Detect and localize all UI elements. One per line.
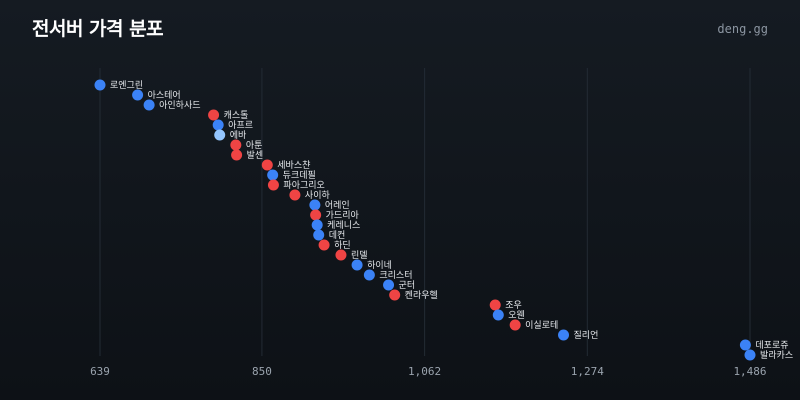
point-marker[interactable] (132, 89, 144, 101)
point-label: 케레니스 (327, 220, 360, 231)
point-marker[interactable] (363, 269, 375, 281)
point-marker[interactable] (383, 279, 395, 291)
point-label: 듀크데필 (283, 169, 316, 181)
point-label: 사이하 (305, 190, 331, 201)
data-point[interactable]: 아프르 (212, 119, 253, 132)
point-label: 이실로테 (525, 320, 558, 331)
point-label: 하이네 (367, 260, 392, 271)
point-label: 데컨 (329, 230, 346, 241)
point-marker[interactable] (351, 259, 363, 271)
data-point[interactable]: 오웬 (492, 309, 525, 322)
data-point[interactable]: 켄라우헬 (389, 289, 438, 302)
point-marker[interactable] (744, 349, 756, 361)
point-marker[interactable] (311, 219, 323, 231)
point-label: 캐스톨 (224, 110, 249, 121)
data-point[interactable]: 에바 (214, 129, 247, 142)
data-point[interactable]: 발센 (231, 149, 264, 162)
data-point[interactable]: 아스테어 (132, 89, 181, 102)
data-point[interactable]: 아인하사드 (143, 99, 201, 112)
point-marker[interactable] (310, 209, 322, 221)
point-marker[interactable] (318, 239, 330, 251)
point-marker[interactable] (309, 199, 321, 211)
x-tick-label: 1,486 (733, 365, 766, 378)
point-marker[interactable] (335, 249, 347, 261)
point-label: 발센 (247, 150, 264, 161)
data-point[interactable]: 사이하 (289, 189, 331, 202)
point-marker[interactable] (230, 139, 242, 151)
point-marker[interactable] (558, 329, 570, 341)
data-point[interactable]: 가드리아 (310, 209, 360, 222)
data-point[interactable]: 발라카스 (744, 349, 794, 362)
point-label: 파아그리오 (283, 180, 324, 191)
data-point[interactable]: 군터 (383, 279, 416, 292)
point-marker[interactable] (739, 339, 751, 351)
x-tick-label: 1,062 (408, 365, 441, 378)
point-marker[interactable] (94, 79, 106, 91)
point-label: 데포로쥬 (755, 340, 788, 351)
data-point[interactable]: 케레니스 (311, 219, 361, 232)
point-label: 가드리아 (326, 210, 360, 221)
data-point[interactable]: 세바스챤 (261, 159, 311, 172)
point-label: 군터 (399, 280, 416, 291)
data-point[interactable]: 어레인 (309, 199, 350, 212)
point-marker[interactable] (389, 289, 401, 301)
data-point[interactable]: 조우 (489, 299, 522, 312)
point-marker[interactable] (231, 149, 243, 161)
point-marker[interactable] (214, 129, 226, 141)
point-marker[interactable] (509, 319, 521, 331)
data-point[interactable]: 아툰 (230, 139, 263, 152)
x-tick-label: 850 (252, 365, 272, 378)
point-marker[interactable] (212, 119, 224, 131)
point-marker[interactable] (267, 169, 279, 181)
point-label: 로엔그린 (110, 80, 143, 91)
data-point[interactable]: 하이네 (351, 259, 392, 272)
point-label: 아툰 (246, 140, 263, 151)
data-point[interactable]: 크리스터 (363, 269, 413, 282)
point-marker[interactable] (492, 309, 504, 321)
point-marker[interactable] (261, 159, 273, 171)
data-point[interactable]: 하딘 (318, 239, 351, 252)
data-point[interactable]: 듀크데필 (267, 169, 316, 181)
point-label: 에바 (230, 130, 247, 141)
data-point[interactable]: 로엔그린 (94, 79, 144, 92)
data-point[interactable]: 데컨 (313, 229, 346, 242)
point-marker[interactable] (313, 229, 325, 241)
data-point[interactable]: 이실로테 (509, 319, 559, 332)
x-axis-ticks: 639 850 1,062 1,274 1,486 (90, 365, 767, 378)
point-marker[interactable] (289, 189, 301, 201)
point-label: 린델 (351, 249, 368, 261)
data-point[interactable]: 데포로쥬 (739, 339, 789, 352)
brand-label[interactable]: deng.gg (717, 22, 768, 36)
data-point[interactable]: 린델 (335, 249, 368, 261)
data-point[interactable]: 질리언 (558, 329, 598, 341)
point-label: 오웬 (508, 310, 525, 321)
grid-lines (99, 68, 751, 356)
point-label: 세바스챤 (277, 160, 310, 171)
point-marker[interactable] (208, 109, 220, 121)
point-label: 하딘 (334, 240, 351, 251)
point-marker[interactable] (267, 179, 279, 191)
point-label: 크리스터 (379, 270, 412, 281)
x-tick-label: 1,274 (571, 365, 604, 378)
point-label: 질리언 (574, 329, 599, 341)
point-marker[interactable] (143, 99, 155, 111)
page-title: 전서버 가격 분포 (32, 18, 164, 40)
data-point[interactable]: 파아그리오 (267, 179, 325, 192)
data-point[interactable]: 캐스톨 (208, 109, 249, 122)
data-points: 로엔그린아스테어아인하사드캐스톨아프르에바아툰발센세바스챤듀크데필파아그리오사이… (94, 79, 794, 362)
point-label: 발라카스 (760, 350, 793, 361)
point-label: 아프르 (228, 120, 253, 131)
point-label: 아스테어 (148, 90, 181, 101)
point-label: 조우 (505, 300, 522, 311)
point-label: 켄라우헬 (405, 290, 438, 301)
point-label: 어레인 (325, 200, 350, 211)
x-tick-label: 639 (90, 365, 110, 378)
point-label: 아인하사드 (159, 100, 200, 111)
point-marker[interactable] (489, 299, 501, 311)
